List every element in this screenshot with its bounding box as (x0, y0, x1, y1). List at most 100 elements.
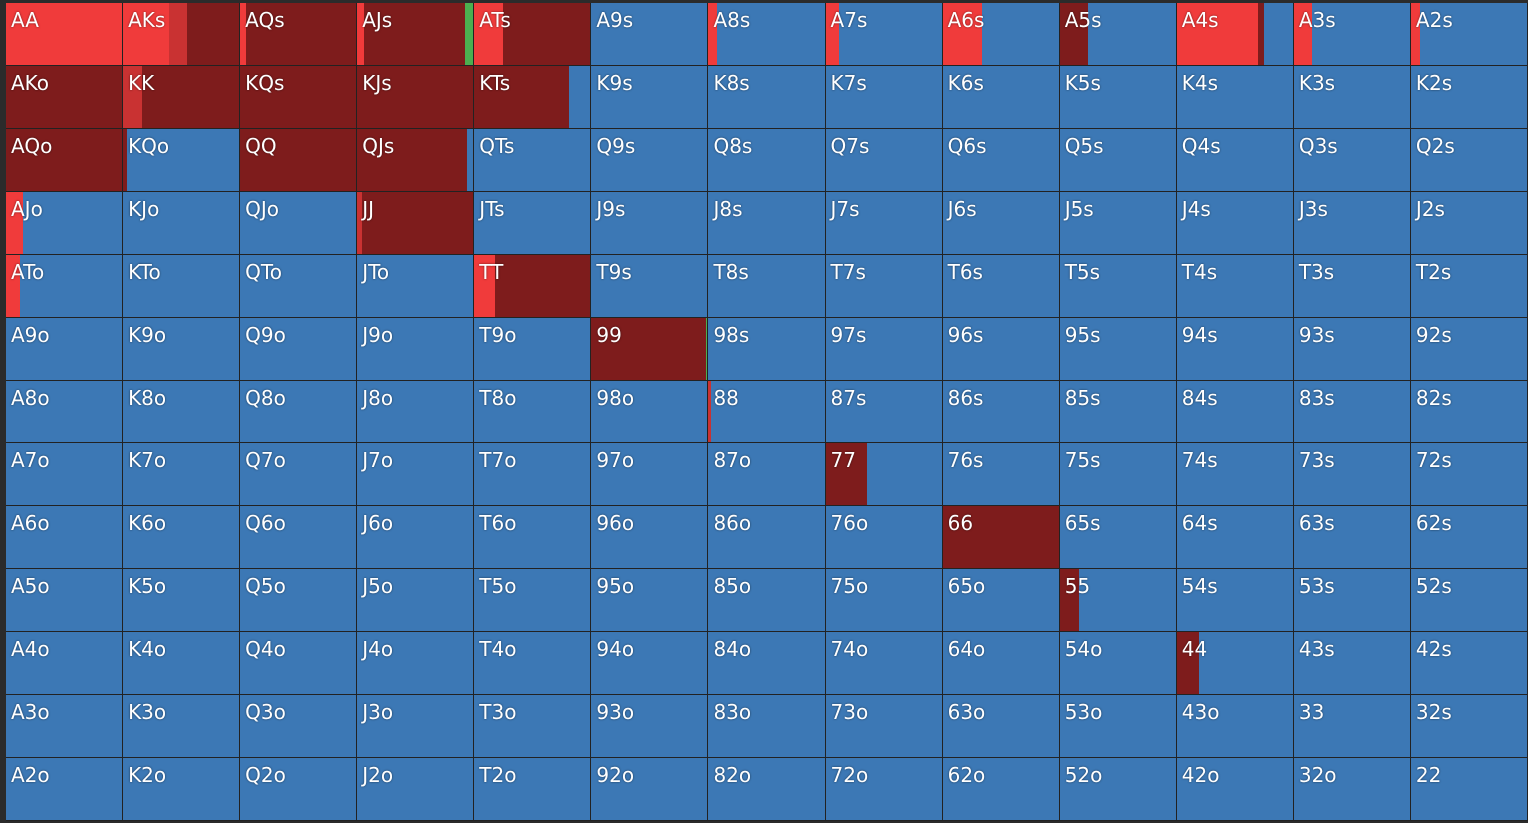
hand-cell-q9o[interactable]: Q9o (240, 317, 358, 381)
hand-cell-q7o[interactable]: Q7o (240, 443, 358, 507)
hand-cell-32s[interactable]: 32s (1410, 695, 1528, 759)
hand-cell-92s[interactable]: 92s (1410, 317, 1528, 381)
hand-cell-j2o[interactable]: J2o (357, 758, 475, 821)
hand-cell-t2s[interactable]: T2s (1410, 254, 1528, 318)
hand-cell-t5o[interactable]: T5o (474, 569, 592, 633)
hand-cell-k8o[interactable]: K8o (123, 380, 241, 444)
hand-cell-82s[interactable]: 82s (1410, 380, 1528, 444)
hand-cell-73s[interactable]: 73s (1293, 443, 1411, 507)
hand-cell-q2s[interactable]: Q2s (1410, 128, 1528, 192)
hand-cell-74s[interactable]: 74s (1176, 443, 1294, 507)
hand-cell-t3s[interactable]: T3s (1293, 254, 1411, 318)
hand-cell-53s[interactable]: 53s (1293, 569, 1411, 633)
hand-cell-65s[interactable]: 65s (1059, 506, 1177, 570)
hand-cell-62s[interactable]: 62s (1410, 506, 1528, 570)
hand-cell-k3s[interactable]: K3s (1293, 65, 1411, 129)
hand-cell-77[interactable]: 77 (825, 443, 943, 507)
hand-cell-q8s[interactable]: Q8s (708, 128, 826, 192)
hand-cell-kk[interactable]: KK (123, 65, 241, 129)
hand-cell-93s[interactable]: 93s (1293, 317, 1411, 381)
hand-cell-98s[interactable]: 98s (708, 317, 826, 381)
hand-cell-a7s[interactable]: A7s (825, 3, 943, 66)
hand-cell-97o[interactable]: 97o (591, 443, 709, 507)
hand-cell-87o[interactable]: 87o (708, 443, 826, 507)
hand-cell-j7o[interactable]: J7o (357, 443, 475, 507)
hand-cell-93o[interactable]: 93o (591, 695, 709, 759)
hand-cell-kjo[interactable]: KJo (123, 191, 241, 255)
hand-cell-42o[interactable]: 42o (1176, 758, 1294, 821)
hand-cell-95s[interactable]: 95s (1059, 317, 1177, 381)
hand-cell-a7o[interactable]: A7o (6, 443, 124, 507)
hand-cell-k7s[interactable]: K7s (825, 65, 943, 129)
hand-cell-k8s[interactable]: K8s (708, 65, 826, 129)
hand-cell-72s[interactable]: 72s (1410, 443, 1528, 507)
hand-cell-jts[interactable]: JTs (474, 191, 592, 255)
hand-cell-q3s[interactable]: Q3s (1293, 128, 1411, 192)
hand-cell-k2s[interactable]: K2s (1410, 65, 1528, 129)
hand-cell-64o[interactable]: 64o (942, 632, 1060, 696)
hand-cell-83s[interactable]: 83s (1293, 380, 1411, 444)
hand-cell-j4o[interactable]: J4o (357, 632, 475, 696)
hand-cell-t2o[interactable]: T2o (474, 758, 592, 821)
hand-cell-j4s[interactable]: J4s (1176, 191, 1294, 255)
hand-cell-jto[interactable]: JTo (357, 254, 475, 318)
hand-cell-a5o[interactable]: A5o (6, 569, 124, 633)
hand-cell-t9s[interactable]: T9s (591, 254, 709, 318)
hand-cell-86o[interactable]: 86o (708, 506, 826, 570)
hand-cell-a9s[interactable]: A9s (591, 3, 709, 66)
hand-cell-tt[interactable]: TT (474, 254, 592, 318)
hand-cell-k5s[interactable]: K5s (1059, 65, 1177, 129)
hand-cell-k2o[interactable]: K2o (123, 758, 241, 821)
hand-cell-t8s[interactable]: T8s (708, 254, 826, 318)
hand-cell-k6o[interactable]: K6o (123, 506, 241, 570)
hand-cell-qts[interactable]: QTs (474, 128, 592, 192)
hand-cell-96o[interactable]: 96o (591, 506, 709, 570)
hand-cell-kts[interactable]: KTs (474, 65, 592, 129)
hand-cell-92o[interactable]: 92o (591, 758, 709, 821)
hand-cell-ato[interactable]: ATo (6, 254, 124, 318)
hand-cell-ajs[interactable]: AJs (357, 3, 475, 66)
hand-cell-44[interactable]: 44 (1176, 632, 1294, 696)
hand-cell-a6o[interactable]: A6o (6, 506, 124, 570)
hand-cell-j9s[interactable]: J9s (591, 191, 709, 255)
hand-cell-t9o[interactable]: T9o (474, 317, 592, 381)
hand-cell-96s[interactable]: 96s (942, 317, 1060, 381)
hand-cell-a4o[interactable]: A4o (6, 632, 124, 696)
hand-cell-43s[interactable]: 43s (1293, 632, 1411, 696)
hand-cell-q3o[interactable]: Q3o (240, 695, 358, 759)
hand-cell-62o[interactable]: 62o (942, 758, 1060, 821)
hand-cell-55[interactable]: 55 (1059, 569, 1177, 633)
hand-cell-98o[interactable]: 98o (591, 380, 709, 444)
hand-cell-a8o[interactable]: A8o (6, 380, 124, 444)
hand-cell-k9s[interactable]: K9s (591, 65, 709, 129)
hand-cell-86s[interactable]: 86s (942, 380, 1060, 444)
hand-cell-ats[interactable]: ATs (474, 3, 592, 66)
hand-cell-75s[interactable]: 75s (1059, 443, 1177, 507)
hand-cell-75o[interactable]: 75o (825, 569, 943, 633)
hand-cell-66[interactable]: 66 (942, 506, 1060, 570)
hand-cell-qto[interactable]: QTo (240, 254, 358, 318)
hand-cell-t6s[interactable]: T6s (942, 254, 1060, 318)
hand-cell-95o[interactable]: 95o (591, 569, 709, 633)
hand-cell-84o[interactable]: 84o (708, 632, 826, 696)
hand-cell-j5o[interactable]: J5o (357, 569, 475, 633)
hand-cell-q4o[interactable]: Q4o (240, 632, 358, 696)
hand-cell-63s[interactable]: 63s (1293, 506, 1411, 570)
hand-cell-t7s[interactable]: T7s (825, 254, 943, 318)
hand-cell-k4o[interactable]: K4o (123, 632, 241, 696)
hand-cell-qjs[interactable]: QJs (357, 128, 475, 192)
hand-cell-k3o[interactable]: K3o (123, 695, 241, 759)
hand-cell-t8o[interactable]: T8o (474, 380, 592, 444)
hand-cell-a2s[interactable]: A2s (1410, 3, 1528, 66)
hand-cell-42s[interactable]: 42s (1410, 632, 1528, 696)
hand-cell-53o[interactable]: 53o (1059, 695, 1177, 759)
hand-cell-82o[interactable]: 82o (708, 758, 826, 821)
hand-cell-a9o[interactable]: A9o (6, 317, 124, 381)
hand-cell-q8o[interactable]: Q8o (240, 380, 358, 444)
hand-cell-q7s[interactable]: Q7s (825, 128, 943, 192)
hand-cell-65o[interactable]: 65o (942, 569, 1060, 633)
hand-cell-j7s[interactable]: J7s (825, 191, 943, 255)
hand-cell-a3s[interactable]: A3s (1293, 3, 1411, 66)
hand-cell-k6s[interactable]: K6s (942, 65, 1060, 129)
hand-cell-j8s[interactable]: J8s (708, 191, 826, 255)
